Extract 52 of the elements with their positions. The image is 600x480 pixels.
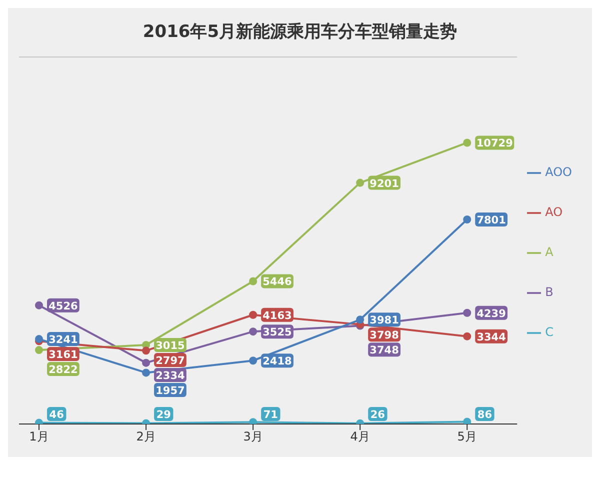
point — [142, 346, 150, 355]
legend-label: A — [545, 245, 554, 259]
data-label: 71 — [263, 409, 278, 421]
point — [463, 332, 472, 340]
data-label: 7801 — [476, 214, 506, 226]
data-label: 2797 — [156, 354, 185, 367]
point — [463, 138, 472, 147]
point — [463, 216, 472, 224]
data-label: 9201 — [370, 178, 399, 190]
point — [35, 346, 43, 354]
point — [142, 358, 150, 367]
point — [356, 178, 364, 187]
data-label: 4163 — [262, 310, 292, 322]
data-label: 86 — [477, 409, 492, 421]
legend-label: AO — [545, 205, 563, 219]
data-label: 3798 — [370, 330, 399, 342]
x-tick-label: 5月 — [457, 430, 477, 444]
point — [35, 301, 43, 310]
data-label: 3344 — [476, 331, 506, 344]
data-label: 3161 — [48, 349, 78, 362]
data-label: 1957 — [156, 384, 185, 397]
data-label: 3015 — [156, 340, 185, 352]
data-label: 4239 — [476, 308, 506, 320]
point — [356, 316, 364, 324]
data-label: 2418 — [262, 356, 292, 368]
x-tick-label: 3月 — [243, 430, 263, 444]
data-label: 10729 — [476, 138, 513, 150]
legend-label: AOO — [545, 165, 572, 179]
x-tick-label: 1月 — [29, 430, 49, 444]
data-label: 3241 — [48, 334, 78, 346]
point — [249, 356, 258, 365]
data-label: 26 — [370, 409, 385, 421]
chart-title: 2016年5月新能源乘用车分车型销量走势 — [142, 21, 458, 44]
data-label: 5446 — [262, 276, 292, 288]
data-label: 2334 — [156, 370, 185, 382]
data-label: 3525 — [262, 326, 292, 339]
data-label: 4526 — [48, 300, 78, 312]
point — [249, 277, 258, 286]
data-label: 29 — [156, 409, 171, 421]
point — [463, 308, 472, 317]
point — [463, 418, 472, 424]
data-label: 3981 — [370, 314, 399, 327]
data-label: 46 — [49, 409, 64, 421]
data-label: 3748 — [370, 344, 399, 357]
point — [249, 328, 258, 336]
x-tick-label: 4月 — [350, 430, 370, 444]
point — [142, 368, 150, 377]
legend-label: C — [545, 325, 554, 339]
legend-label: B — [545, 285, 554, 299]
data-label: 2822 — [48, 364, 78, 376]
point — [249, 310, 258, 319]
x-tick-label: 2月 — [136, 430, 156, 444]
